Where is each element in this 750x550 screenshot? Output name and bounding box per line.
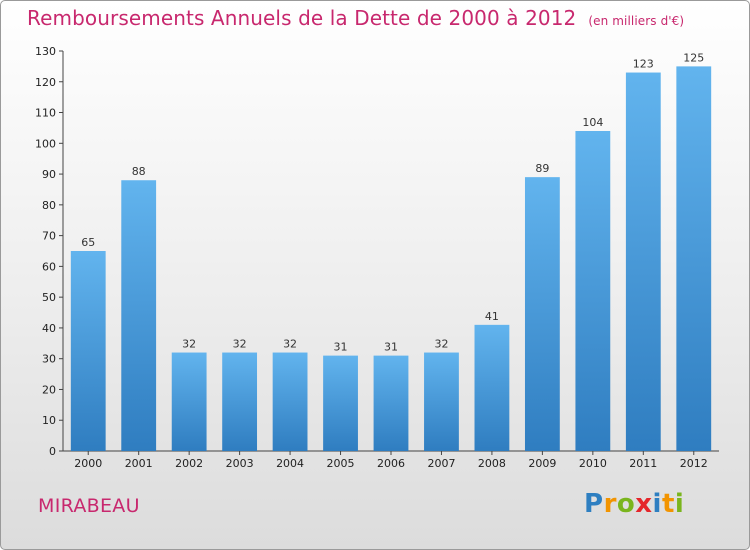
chart-title: Remboursements Annuels de la Dette de 20… [27, 6, 684, 30]
bar-2006 [373, 355, 409, 451]
data-label-2004: 32 [283, 338, 297, 351]
logo-letter: x [635, 489, 653, 519]
x-tick-label-2007: 2007 [427, 457, 455, 470]
bar-2009 [524, 177, 560, 451]
axes: 0 10 20 30 40 50 60 70 80 90 100 110 120 130 2000 2001 2… [35, 45, 719, 470]
data-label-2002: 32 [182, 338, 196, 351]
bar-2002 [171, 352, 207, 451]
data-label-2012: 125 [683, 51, 704, 64]
bar-2005 [323, 355, 358, 451]
y-tick-label: 40 [42, 322, 56, 335]
x-tick-label-2008: 2008 [478, 457, 506, 470]
bar-2011 [625, 72, 661, 452]
y-tick-label: 10 [42, 414, 56, 427]
bar-2001 [121, 180, 157, 451]
x-tick-label-2002: 2002 [175, 457, 203, 470]
commune-name: MIRABEAU [38, 495, 140, 517]
bar-2012 [676, 66, 712, 451]
data-label-2001: 88 [132, 165, 146, 178]
data-label-2009: 89 [535, 162, 549, 175]
data-label-2006: 31 [384, 341, 398, 354]
logo-letter: i [652, 489, 662, 519]
x-tick-label-2003: 2003 [226, 457, 254, 470]
y-tick-label: 20 [42, 383, 56, 396]
logo-letter: o [616, 489, 636, 519]
data-label-2008: 41 [485, 310, 499, 323]
chart-title-text: Remboursements Annuels de la Dette de 20… [27, 6, 577, 30]
proxiti-logo: Proxiti [584, 489, 684, 519]
y-tick-label: 110 [35, 107, 56, 120]
logo-letter: i [674, 489, 685, 519]
bar-2007 [424, 352, 459, 451]
x-tick-label-2005: 2005 [327, 457, 355, 470]
y-tick-label: 90 [42, 168, 56, 181]
chart-subtitle: (en milliers d'€) [588, 14, 685, 28]
y-tick-label: 130 [35, 45, 56, 58]
x-tick-label-2000: 2000 [74, 457, 102, 470]
bar-2003 [222, 352, 258, 451]
logo-letter: t [661, 489, 675, 519]
x-tick-label-2006: 2006 [377, 457, 405, 470]
y-tick-label: 70 [42, 230, 56, 243]
logo-letter: P [584, 489, 604, 519]
bar-2000 [70, 251, 106, 451]
x-tick-label-2012: 2012 [680, 457, 708, 470]
bar-2010 [575, 131, 611, 451]
y-tick-label: 0 [49, 445, 56, 458]
x-tick-label-2010: 2010 [579, 457, 607, 470]
y-tick-label: 30 [42, 353, 56, 366]
data-label-2007: 32 [434, 338, 448, 351]
x-tick-label-2011: 2011 [629, 457, 657, 470]
data-label-2000: 65 [81, 236, 95, 249]
data-label-2003: 32 [233, 338, 247, 351]
y-tick-label: 120 [35, 76, 56, 89]
y-tick-label: 60 [42, 260, 56, 273]
data-label-2010: 104 [582, 116, 603, 129]
data-label-2005: 31 [334, 341, 348, 354]
y-tick-label: 50 [42, 291, 56, 304]
logo-letter: r [603, 489, 617, 519]
y-tick-label: 100 [35, 137, 56, 150]
data-label-2011: 123 [633, 58, 654, 71]
x-tick-label-2004: 2004 [276, 457, 304, 470]
bars [70, 66, 712, 452]
data-labels: 65 88 32 32 32 31 31 32 41 89 104 123 125 [81, 51, 704, 353]
x-tick-label-2001: 2001 [125, 457, 153, 470]
bar-2008 [474, 324, 510, 451]
bar-2004 [272, 352, 308, 451]
y-tick-label: 80 [42, 199, 56, 212]
x-tick-label-2009: 2009 [528, 457, 556, 470]
